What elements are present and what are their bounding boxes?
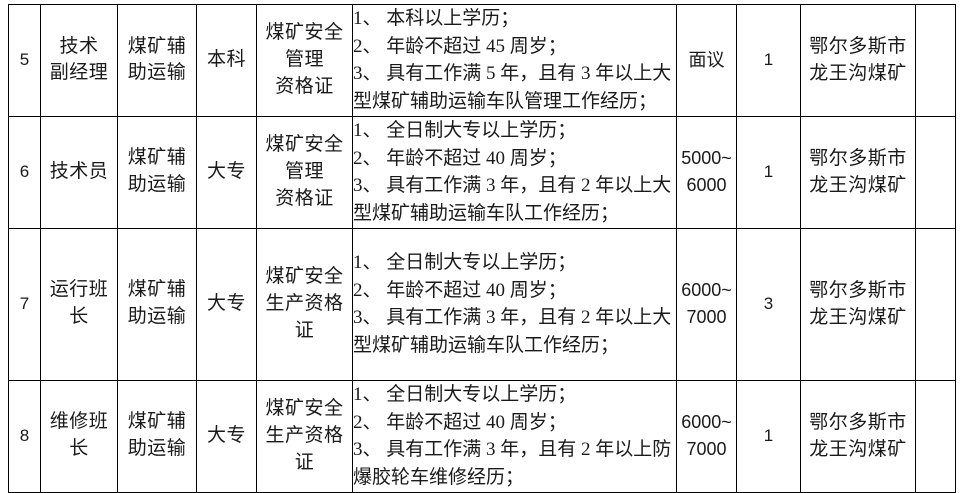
cell-post: 维修班 长 — [40, 379, 118, 493]
cell-extra — [915, 115, 956, 229]
cell-extra — [915, 379, 956, 493]
company-line: 龙王沟煤矿 — [809, 307, 907, 329]
cert-line: 管理 — [284, 48, 324, 70]
cert-line: 煤矿安全 — [265, 397, 344, 419]
cert-line: 资格证 — [275, 187, 334, 209]
cell-extra — [915, 4, 956, 117]
cell-company: 鄂尔多斯市 龙王沟煤矿 — [800, 379, 916, 493]
table-row: 7 运行班 长 煤矿辅 助运输 大专 煤矿安全 生产资格 证 1、 全日制大专以… — [8, 227, 956, 381]
requirement-item: 3、 具有工作满 3 年，且有 2 年以上大型煤矿辅助运输车队工作经历； — [353, 307, 672, 357]
requirement-item: 3、 具有工作满 3 年，且有 2 年以上大型煤矿辅助运输车队工作经历； — [353, 175, 672, 225]
company-line: 鄂尔多斯市 — [809, 147, 907, 169]
table-row: 5 技术 副经理 煤矿辅 助运输 本科 煤矿安全 管理 资格证 1、 本科以上学… — [8, 4, 956, 117]
cell-department: 煤矿辅 助运输 — [117, 227, 197, 381]
cell-education: 本科 — [196, 4, 257, 117]
dept-line: 助运输 — [127, 174, 187, 196]
cell-row-number: 5 — [8, 4, 41, 117]
cell-extra — [915, 227, 956, 381]
post-line: 长 — [69, 306, 89, 328]
cell-certificate: 煤矿安全 管理 资格证 — [256, 115, 353, 229]
cell-company: 鄂尔多斯市 龙王沟煤矿 — [800, 4, 916, 117]
cert-line: 生产资格 — [265, 424, 344, 446]
cell-requirements: 1、 全日制大专以上学历； 2、 年龄不超过 40 周岁； 3、 具有工作满 3… — [352, 379, 677, 493]
post-line: 技术 — [59, 35, 99, 57]
cell-education: 大专 — [196, 227, 257, 381]
dept-line: 助运输 — [127, 438, 187, 460]
cert-line: 证 — [294, 451, 315, 473]
company-line: 龙王沟煤矿 — [809, 175, 907, 197]
post-line: 运行班 — [49, 279, 109, 301]
cert-line: 煤矿安全 — [265, 22, 344, 44]
cell-company: 鄂尔多斯市 龙王沟煤矿 — [800, 227, 916, 381]
cert-line: 生产资格 — [265, 292, 344, 314]
cell-salary: 6000~7000 — [676, 227, 737, 381]
requirement-item: 1、 全日制大专以上学历； — [353, 251, 577, 273]
cell-certificate: 煤矿安全 生产资格 证 — [256, 379, 353, 493]
dept-line: 煤矿辅 — [127, 35, 187, 57]
cell-company: 鄂尔多斯市 龙王沟煤矿 — [800, 115, 916, 229]
cell-headcount: 1 — [736, 379, 801, 493]
table-row: 6 技术员 煤矿辅 助运输 大专 煤矿安全 管理 资格证 1、 全日制大专以上学… — [8, 115, 956, 229]
requirement-item: 2、 年龄不超过 45 周岁； — [353, 35, 567, 57]
dept-line: 煤矿辅 — [127, 411, 187, 433]
table-body: 5 技术 副经理 煤矿辅 助运输 本科 煤矿安全 管理 资格证 1、 本科以上学… — [8, 4, 956, 493]
cell-headcount: 1 — [736, 4, 801, 117]
cell-post: 技术 副经理 — [40, 4, 118, 117]
cell-row-number: 7 — [8, 227, 41, 381]
cert-line: 煤矿安全 — [265, 133, 344, 155]
dept-line: 煤矿辅 — [127, 279, 187, 301]
cell-post: 技术员 — [40, 115, 118, 229]
cert-line: 资格证 — [275, 75, 334, 97]
requirement-item: 1、 本科以上学历； — [353, 8, 520, 29]
company-line: 龙王沟煤矿 — [809, 63, 907, 85]
cert-line: 管理 — [284, 160, 324, 182]
cell-department: 煤矿辅 助运输 — [117, 115, 197, 229]
cell-row-number: 6 — [8, 115, 41, 229]
cell-headcount: 3 — [736, 227, 801, 381]
requirement-item: 1、 全日制大专以上学历； — [353, 119, 577, 141]
post-line: 长 — [69, 438, 89, 460]
cell-requirements: 1、 全日制大专以上学历； 2、 年龄不超过 40 周岁； 3、 具有工作满 3… — [352, 227, 677, 381]
cert-line: 证 — [294, 319, 315, 341]
cell-requirements: 1、 本科以上学历； 2、 年龄不超过 45 周岁； 3、 具有工作满 5 年，… — [352, 4, 677, 117]
recruitment-table: 5 技术 副经理 煤矿辅 助运输 本科 煤矿安全 管理 资格证 1、 本科以上学… — [8, 4, 956, 493]
cert-line: 煤矿安全 — [265, 265, 344, 287]
cell-education: 大专 — [196, 115, 257, 229]
cell-education: 大专 — [196, 379, 257, 493]
cell-certificate: 煤矿安全 管理 资格证 — [256, 4, 353, 117]
cell-salary: 面议 — [676, 4, 737, 117]
cell-department: 煤矿辅 助运输 — [117, 4, 197, 117]
dept-line: 助运输 — [127, 62, 187, 84]
requirement-item: 2、 年龄不超过 40 周岁； — [353, 411, 567, 433]
company-line: 鄂尔多斯市 — [809, 279, 907, 301]
post-line: 维修班 — [49, 411, 109, 433]
cell-row-number: 8 — [8, 379, 41, 493]
cell-certificate: 煤矿安全 生产资格 证 — [256, 227, 353, 381]
cell-department: 煤矿辅 助运输 — [117, 379, 197, 493]
post-line: 副经理 — [49, 62, 109, 84]
cell-requirements: 1、 全日制大专以上学历； 2、 年龄不超过 40 周岁； 3、 具有工作满 3… — [352, 115, 677, 229]
company-line: 鄂尔多斯市 — [809, 35, 907, 57]
dept-line: 助运输 — [127, 306, 187, 328]
cell-headcount: 1 — [736, 115, 801, 229]
cell-salary: 6000~7000 — [676, 379, 737, 493]
requirement-item: 2、 年龄不超过 40 周岁； — [353, 147, 567, 169]
table-row: 8 维修班 长 煤矿辅 助运输 大专 煤矿安全 生产资格 证 1、 全日制大专以… — [8, 379, 956, 493]
dept-line: 煤矿辅 — [127, 147, 187, 169]
company-line: 鄂尔多斯市 — [809, 411, 907, 433]
cell-post: 运行班 长 — [40, 227, 118, 381]
requirement-item: 3、 具有工作满 5 年，且有 3 年以上大型煤矿辅助运输车队管理工作经历； — [353, 63, 672, 113]
cell-salary: 5000~6000 — [676, 115, 737, 229]
post-line: 技术员 — [49, 160, 109, 182]
company-line: 龙王沟煤矿 — [809, 439, 907, 461]
requirement-item: 3、 具有工作满 3 年，且有 2 年以上防爆胶轮车维修经历； — [353, 439, 672, 489]
requirement-item: 2、 年龄不超过 40 周岁； — [353, 279, 567, 301]
requirement-item: 1、 全日制大专以上学历； — [353, 383, 577, 405]
